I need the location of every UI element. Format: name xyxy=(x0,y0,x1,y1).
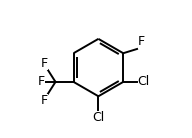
Text: Cl: Cl xyxy=(138,75,150,88)
Text: F: F xyxy=(41,94,48,107)
Text: F: F xyxy=(37,75,44,88)
Text: F: F xyxy=(138,35,145,48)
Text: Cl: Cl xyxy=(92,111,104,124)
Text: F: F xyxy=(41,57,48,70)
